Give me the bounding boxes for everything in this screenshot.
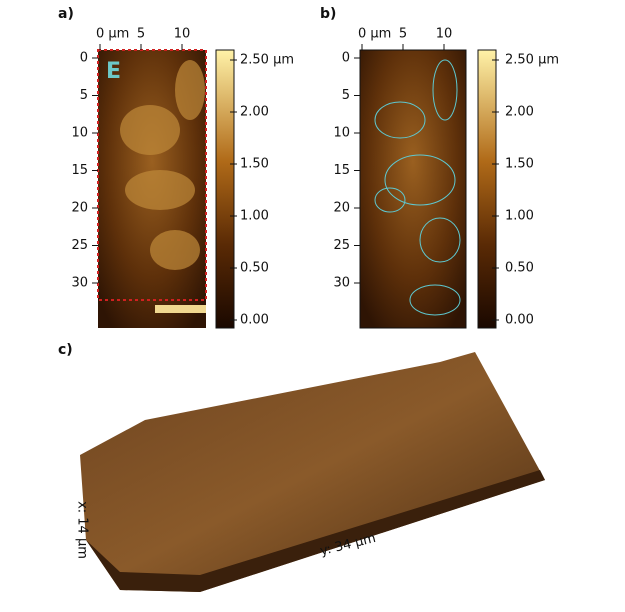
x-tick-label: 5 <box>399 27 407 42</box>
region-label: E <box>106 59 121 84</box>
x-tick-label: 0 µm <box>96 27 129 42</box>
y-tick-label: 20 <box>71 201 88 216</box>
panel-label: c) <box>58 342 73 358</box>
y-tick-label: 5 <box>342 88 350 103</box>
afm-image <box>359 49 467 329</box>
colorbar-tick-label: 0.00 <box>505 313 534 328</box>
axis-label: x: 14 µm <box>75 501 90 559</box>
surface-edge <box>86 470 545 592</box>
region-outline <box>97 49 207 301</box>
colorbar-tick-label: 2.00 <box>240 105 269 120</box>
bright-feature <box>155 305 206 313</box>
x-tick-label: 5 <box>137 27 145 42</box>
panel-label: a) <box>58 6 74 22</box>
colorbar-tick-label: 2.00 <box>505 105 534 120</box>
colorbar-tick-label: 2.50 µm <box>505 53 559 68</box>
colorbar-tick-label: 0.50 <box>240 261 269 276</box>
y-tick-label: 30 <box>71 276 88 291</box>
x-tick-label: 10 <box>436 27 453 42</box>
y-tick-label: 15 <box>71 163 88 178</box>
colorbar-tick-label: 0.00 <box>240 313 269 328</box>
grain-outlines <box>374 59 461 316</box>
y-tick-label: 20 <box>333 201 350 216</box>
surface-3d <box>80 352 545 592</box>
features <box>120 60 205 270</box>
x-tick-label: 10 <box>174 27 191 42</box>
colorbar <box>215 49 235 329</box>
colorbar-tick-label: 2.50 µm <box>240 53 294 68</box>
y-tick-label: 15 <box>333 163 350 178</box>
colorbar-tick-label: 0.50 <box>505 261 534 276</box>
colorbar-tick-label: 1.00 <box>505 209 534 224</box>
y-tick-label: 5 <box>80 88 88 103</box>
y-tick-label: 10 <box>71 126 88 141</box>
colorbar-tick-label: 1.50 <box>240 157 269 172</box>
y-tick-label: 0 <box>342 51 350 66</box>
y-tick-label: 25 <box>333 238 350 253</box>
y-tick-label: 0 <box>80 51 88 66</box>
y-tick-label: 25 <box>71 238 88 253</box>
y-tick-label: 10 <box>333 126 350 141</box>
panel-label: b) <box>320 6 336 22</box>
colorbar-tick-label: 1.00 <box>240 209 269 224</box>
colorbar-tick-label: 1.50 <box>505 157 534 172</box>
x-tick-label: 0 µm <box>358 27 391 42</box>
colorbar <box>477 49 497 329</box>
y-tick-label: 30 <box>333 276 350 291</box>
